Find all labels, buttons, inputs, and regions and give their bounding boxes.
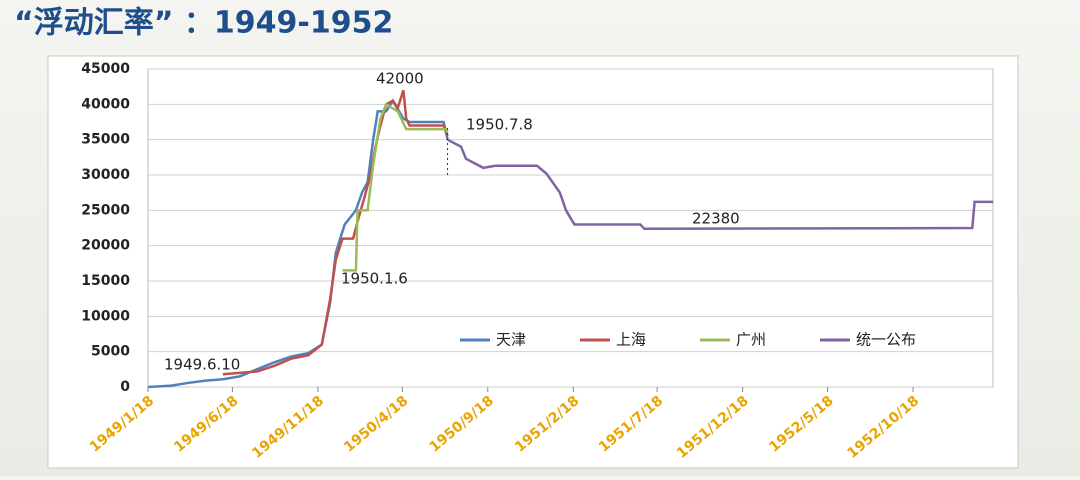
annotation: 1950.1.6 bbox=[341, 270, 408, 288]
annotation: 42000 bbox=[376, 70, 424, 88]
y-tick-label: 15000 bbox=[81, 273, 130, 289]
annotation: 1949.6.10 bbox=[164, 356, 240, 374]
annotation: 1950.7.8 bbox=[466, 116, 533, 134]
legend-label: 统一公布 bbox=[856, 331, 916, 349]
legend-label: 广州 bbox=[736, 331, 766, 349]
y-tick-label: 40000 bbox=[81, 96, 130, 112]
y-tick-label: 10000 bbox=[81, 308, 130, 324]
y-tick-label: 45000 bbox=[81, 61, 130, 77]
series-line bbox=[447, 138, 993, 231]
annotation: 22380 bbox=[692, 210, 740, 228]
series-line bbox=[342, 102, 449, 272]
y-tick-label: 35000 bbox=[81, 132, 130, 148]
y-tick-label: 30000 bbox=[81, 167, 130, 183]
y-tick-label: 5000 bbox=[91, 344, 130, 360]
y-tick-label: 0 bbox=[120, 379, 130, 395]
legend-label: 天津 bbox=[496, 331, 526, 349]
y-tick-label: 25000 bbox=[81, 202, 130, 218]
legend-label: 上海 bbox=[616, 331, 646, 349]
y-tick-label: 20000 bbox=[81, 238, 130, 254]
chart-title: “浮动汇率” ：1949-1952 bbox=[14, 6, 393, 41]
series-line bbox=[222, 89, 449, 376]
